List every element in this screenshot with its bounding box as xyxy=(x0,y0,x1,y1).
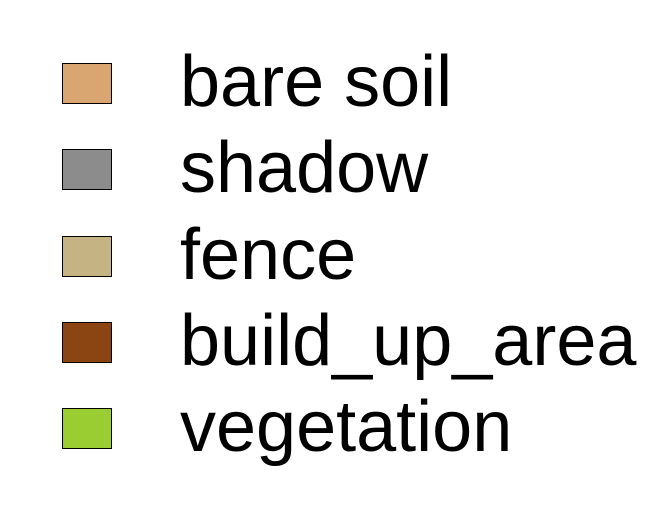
build-up-area-swatch xyxy=(62,322,112,363)
legend-item-bare-soil: bare soil xyxy=(62,46,662,123)
bare-soil-label: bare soil xyxy=(180,42,453,122)
legend-item-shadow: shadow xyxy=(62,132,662,209)
shadow-swatch xyxy=(62,149,112,190)
fence-swatch xyxy=(62,236,112,277)
legend-item-fence: fence xyxy=(62,219,662,296)
vegetation-label: vegetation xyxy=(180,387,513,467)
shadow-label: shadow xyxy=(180,128,429,208)
vegetation-swatch xyxy=(62,408,112,449)
legend-item-build-up-area: build_up_area xyxy=(62,305,662,382)
fence-label: fence xyxy=(180,215,357,295)
bare-soil-swatch xyxy=(62,63,112,104)
build-up-area-label: build_up_area xyxy=(180,301,637,381)
legend-item-vegetation: vegetation xyxy=(62,391,662,468)
